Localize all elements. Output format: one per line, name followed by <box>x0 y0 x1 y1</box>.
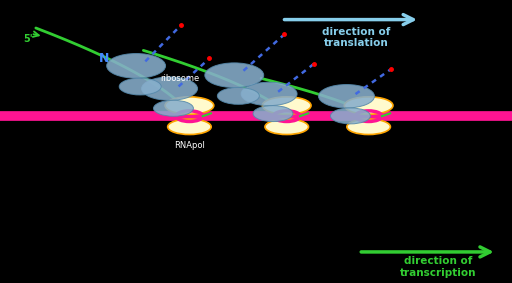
Ellipse shape <box>253 106 293 122</box>
Text: 5': 5' <box>23 34 33 44</box>
Text: direction of
transcription: direction of transcription <box>399 256 476 278</box>
Text: direction of
translation: direction of translation <box>322 27 390 48</box>
Ellipse shape <box>154 100 194 116</box>
Ellipse shape <box>344 97 393 114</box>
Text: N: N <box>99 52 110 65</box>
Text: RNApol: RNApol <box>174 142 205 150</box>
Ellipse shape <box>106 53 165 78</box>
Ellipse shape <box>330 108 370 124</box>
Ellipse shape <box>119 78 161 95</box>
Ellipse shape <box>205 63 264 87</box>
Ellipse shape <box>263 97 311 114</box>
Ellipse shape <box>318 85 374 108</box>
Text: ribosome: ribosome <box>161 74 200 83</box>
Ellipse shape <box>165 97 214 114</box>
Ellipse shape <box>241 82 297 106</box>
Ellipse shape <box>218 87 260 104</box>
Ellipse shape <box>142 77 198 100</box>
Ellipse shape <box>265 119 308 134</box>
Ellipse shape <box>168 119 211 134</box>
Ellipse shape <box>347 119 391 134</box>
